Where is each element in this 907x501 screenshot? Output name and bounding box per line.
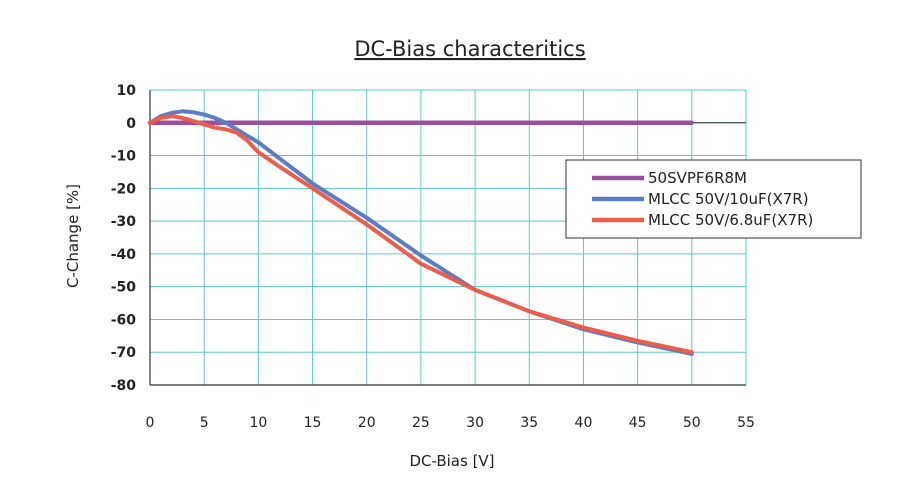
y-tick-label: -20 bbox=[111, 181, 137, 197]
x-tick-label: 45 bbox=[629, 415, 647, 431]
x-tick-label: 15 bbox=[304, 415, 322, 431]
x-tick-label: 30 bbox=[466, 415, 484, 431]
x-tick-label: 55 bbox=[737, 415, 755, 431]
legend-label: MLCC 50V/6.8uF(X7R) bbox=[648, 211, 813, 229]
y-axis-label: C-Change [%] bbox=[64, 184, 82, 288]
series-line-3 bbox=[148, 114, 694, 355]
y-tick-label: -50 bbox=[111, 280, 137, 296]
y-tick-label: -60 bbox=[111, 312, 137, 328]
series-lines bbox=[147, 109, 695, 356]
y-tick-labels: 10 0 -10 -20 -30 -40 -50 -60 -70 -80 bbox=[111, 83, 137, 394]
x-tick-label: 5 bbox=[200, 415, 209, 431]
x-tick-label: 0 bbox=[146, 415, 155, 431]
x-tick-label: 25 bbox=[412, 415, 430, 431]
legend-label: MLCC 50V/10uF(X7R) bbox=[648, 190, 809, 208]
y-tick-label: 10 bbox=[117, 83, 137, 99]
legend: 50SVPF6R8M MLCC 50V/10uF(X7R) MLCC 50V/6.8… bbox=[565, 159, 862, 239]
y-tick-label: -40 bbox=[111, 247, 137, 263]
y-tick-label: -70 bbox=[111, 345, 137, 361]
x-tick-label: 20 bbox=[358, 415, 376, 431]
x-tick-labels: 0 5 10 15 20 25 30 35 40 45 50 55 bbox=[146, 415, 755, 431]
x-tick-label: 35 bbox=[520, 415, 538, 431]
y-tick-label: -10 bbox=[111, 149, 137, 165]
x-tick-label: 40 bbox=[575, 415, 593, 431]
legend-label: 50SVPF6R8M bbox=[648, 169, 747, 187]
y-tick-label: -30 bbox=[111, 214, 137, 230]
x-tick-label: 10 bbox=[249, 415, 267, 431]
y-tick-label: 0 bbox=[126, 116, 136, 132]
x-tick-label: 50 bbox=[683, 415, 701, 431]
chart-title: DC-Bias characteritics bbox=[354, 37, 585, 61]
y-tick-label: -80 bbox=[111, 378, 137, 394]
x-axis-label: DC-Bias [V] bbox=[409, 452, 494, 470]
